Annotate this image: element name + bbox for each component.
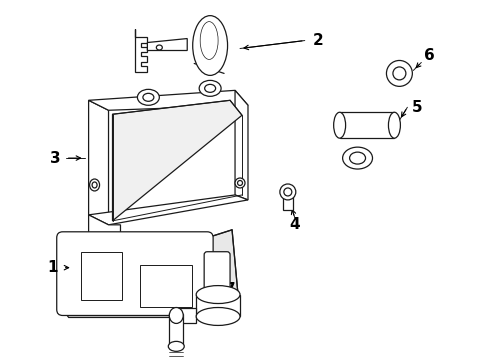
Ellipse shape xyxy=(199,80,221,96)
Ellipse shape xyxy=(196,285,240,303)
Ellipse shape xyxy=(334,112,345,138)
Polygon shape xyxy=(63,310,215,318)
Polygon shape xyxy=(89,215,121,245)
Polygon shape xyxy=(147,39,187,50)
Ellipse shape xyxy=(169,307,183,323)
Polygon shape xyxy=(89,100,108,225)
Ellipse shape xyxy=(343,147,372,169)
Text: 1: 1 xyxy=(48,260,58,275)
Bar xyxy=(141,265,192,306)
Polygon shape xyxy=(135,28,147,72)
Ellipse shape xyxy=(168,341,184,351)
Ellipse shape xyxy=(205,84,216,92)
Ellipse shape xyxy=(143,93,154,101)
Ellipse shape xyxy=(235,178,245,188)
Ellipse shape xyxy=(90,179,99,191)
Bar xyxy=(169,315,183,346)
Ellipse shape xyxy=(92,182,97,188)
Text: 6: 6 xyxy=(424,48,435,63)
Polygon shape xyxy=(235,90,248,200)
Bar xyxy=(196,294,240,316)
Ellipse shape xyxy=(193,15,227,75)
Ellipse shape xyxy=(284,188,292,196)
Ellipse shape xyxy=(238,180,243,185)
Polygon shape xyxy=(207,230,238,310)
Text: 5: 5 xyxy=(412,100,423,115)
Text: 4: 4 xyxy=(290,217,300,232)
Ellipse shape xyxy=(280,184,296,200)
Text: 2: 2 xyxy=(312,33,323,48)
Text: 3: 3 xyxy=(50,150,61,166)
Ellipse shape xyxy=(196,307,240,325)
Ellipse shape xyxy=(349,152,366,164)
FancyBboxPatch shape xyxy=(204,252,230,293)
Polygon shape xyxy=(89,90,248,110)
Bar xyxy=(340,112,394,138)
Ellipse shape xyxy=(393,67,406,80)
Ellipse shape xyxy=(389,112,400,138)
FancyBboxPatch shape xyxy=(57,232,213,315)
Text: 7: 7 xyxy=(225,282,235,297)
Polygon shape xyxy=(89,195,248,225)
Bar xyxy=(283,196,293,210)
Bar xyxy=(176,307,196,323)
Ellipse shape xyxy=(137,89,159,105)
Polygon shape xyxy=(113,100,242,221)
Bar xyxy=(81,252,122,300)
Ellipse shape xyxy=(387,60,413,86)
Ellipse shape xyxy=(156,45,162,50)
Ellipse shape xyxy=(200,22,218,59)
